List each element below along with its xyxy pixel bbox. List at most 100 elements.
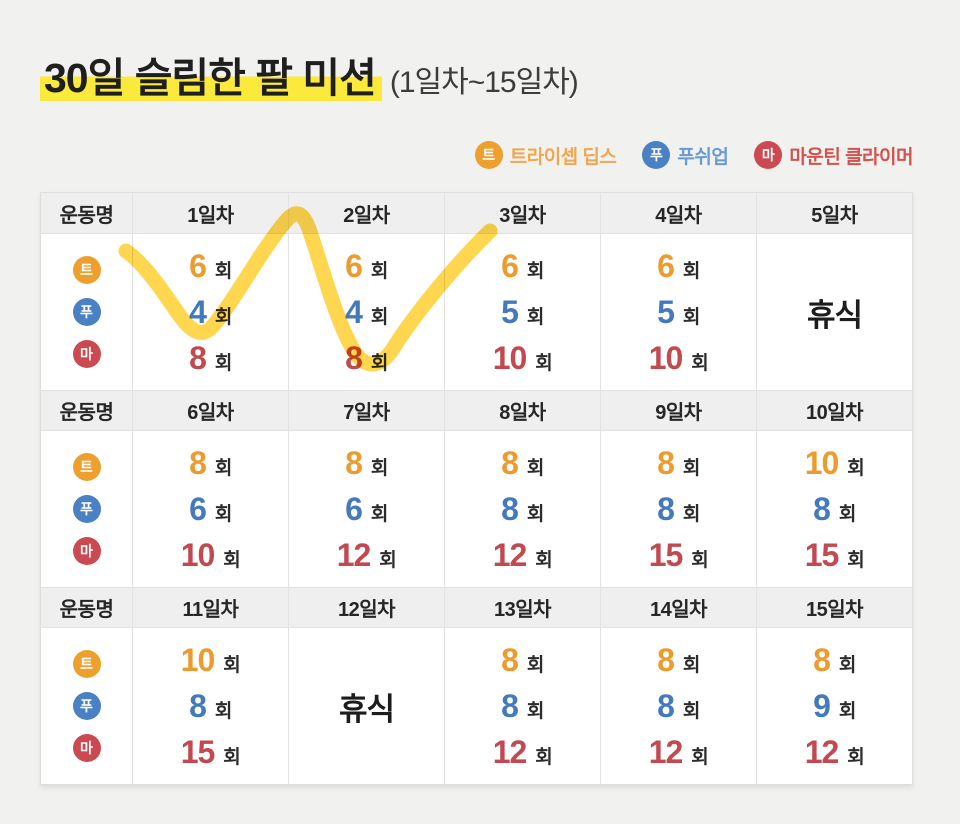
mountain-climber-icon: 마 — [72, 734, 101, 762]
tricep-dips-icon: 트 — [72, 256, 101, 284]
rep-count: 8 — [657, 642, 675, 678]
rep-count: 12 — [492, 734, 528, 770]
rep-count: 8 — [501, 642, 519, 678]
day-header-cell: 8일차 — [444, 390, 600, 430]
rep-count: 4 — [189, 294, 207, 330]
table-header-row: 운동명 1일차 2일차 3일차 4일차 5일차 — [41, 193, 912, 233]
day-reps-cell: 10 회 8 회 15 회 — [756, 430, 912, 587]
rep-unit-label: 회 — [847, 458, 865, 479]
rep-line: 15 회 — [601, 535, 756, 575]
rep-unit-label: 회 — [223, 550, 241, 571]
rep-count: 10 — [648, 340, 684, 376]
rep-line: 10 회 — [133, 640, 288, 680]
rep-count: 8 — [501, 688, 519, 724]
day-header-cell: 12일차 — [288, 587, 444, 627]
rep-count: 8 — [189, 445, 207, 481]
mission-table: 운동명 1일차 2일차 3일차 4일차 5일차 트 푸 마 6 회 4 회 8 회 6 회 4 회 8 회 6 회 5 회 10 회… — [40, 192, 913, 785]
mountain-climber-icon: 마 — [72, 340, 101, 368]
rep-line: 12 회 — [601, 732, 756, 772]
rep-line: 12 회 — [757, 732, 912, 772]
rep-unit-label: 회 — [214, 504, 232, 525]
day-header-cell: 7일차 — [288, 390, 444, 430]
rep-unit-label: 회 — [214, 261, 232, 282]
rep-count: 6 — [345, 248, 363, 284]
rep-unit-label: 회 — [379, 550, 397, 571]
rep-line: 12 회 — [445, 732, 600, 772]
day-reps-cell: 8 회 9 회 12 회 — [756, 627, 912, 784]
pushup-icon: 푸 — [642, 141, 671, 169]
rep-line: 15 회 — [757, 535, 912, 575]
day-reps-cell: 6 회 5 회 10 회 — [444, 233, 600, 390]
corner-header-cell: 운동명 — [41, 193, 132, 233]
rep-count: 15 — [648, 537, 684, 573]
rep-count: 6 — [657, 248, 675, 284]
rep-count: 15 — [804, 537, 840, 573]
rep-unit-label: 회 — [847, 747, 865, 768]
rep-count: 12 — [492, 537, 528, 573]
tricep-dips-icon: 트 — [72, 453, 101, 481]
rep-line: 10 회 — [133, 535, 288, 575]
rep-unit-label: 회 — [682, 504, 700, 525]
day-reps-cell: 8 회 8 회 15 회 — [600, 430, 756, 587]
page-title: 30일 슬림한 팔 미션 (1일차~15일차) — [40, 44, 579, 104]
rep-unit-label: 회 — [691, 353, 709, 374]
exercise-legend: 트 트라이셉 딥스 푸 푸쉬업 마 마운틴 클라이머 — [474, 141, 913, 169]
rep-unit-label: 회 — [223, 747, 241, 768]
rep-line: 15 회 — [133, 732, 288, 772]
rep-unit-label: 회 — [526, 458, 544, 479]
day-reps-cell: 8 회 8 회 12 회 — [444, 627, 600, 784]
mountain-climber-icon: 마 — [72, 537, 101, 565]
rep-count: 5 — [501, 294, 519, 330]
rep-unit-label: 회 — [847, 550, 865, 571]
rep-count: 6 — [189, 248, 207, 284]
rep-unit-label: 회 — [214, 458, 232, 479]
rep-unit-label: 회 — [682, 261, 700, 282]
rep-unit-label: 회 — [535, 747, 553, 768]
table-block: 운동명 1일차 2일차 3일차 4일차 5일차 트 푸 마 6 회 4 회 8 회 6 회 4 회 8 회 6 회 5 회 10 회… — [41, 193, 912, 390]
rep-count: 10 — [804, 445, 840, 481]
rep-unit-label: 회 — [526, 307, 544, 328]
rep-count: 6 — [345, 491, 363, 527]
rep-unit-label: 회 — [535, 353, 553, 374]
day-header-cell: 15일차 — [756, 587, 912, 627]
rep-count: 10 — [180, 537, 216, 573]
table-body-row: 트 푸 마 10 회 8 회 15 회 휴식 8 회 8 회 12 회 8 회 8 회 12 회 8 회 9 회 12 회 — [41, 627, 912, 784]
rep-unit-label: 회 — [526, 655, 544, 676]
rep-count: 12 — [336, 537, 372, 573]
legend-item-label: 푸쉬업 — [677, 146, 729, 168]
rep-unit-label: 회 — [838, 701, 856, 722]
pushup-icon: 푸 — [72, 298, 101, 326]
rep-line: 12 회 — [445, 535, 600, 575]
rep-unit-label: 회 — [526, 261, 544, 282]
day-header-cell: 11일차 — [132, 587, 288, 627]
day-header-cell: 9일차 — [600, 390, 756, 430]
rep-count: 5 — [657, 294, 675, 330]
table-header-row: 운동명 6일차 7일차 8일차 9일차 10일차 — [41, 390, 912, 430]
rep-unit-label: 회 — [214, 701, 232, 722]
day-header-cell: 14일차 — [600, 587, 756, 627]
day-reps-cell: 6 회 5 회 10 회 — [600, 233, 756, 390]
table-block: 운동명 11일차 12일차 13일차 14일차 15일차 트 푸 마 10 회 8 회 15 회 휴식 8 회 8 회… — [41, 587, 912, 784]
mountain-climber-icon: 마 — [754, 141, 783, 169]
rep-unit-label: 회 — [223, 655, 241, 676]
day-header-cell: 6일차 — [132, 390, 288, 430]
rep-count: 8 — [813, 642, 831, 678]
rep-unit-label: 회 — [682, 701, 700, 722]
rep-count: 15 — [180, 734, 216, 770]
